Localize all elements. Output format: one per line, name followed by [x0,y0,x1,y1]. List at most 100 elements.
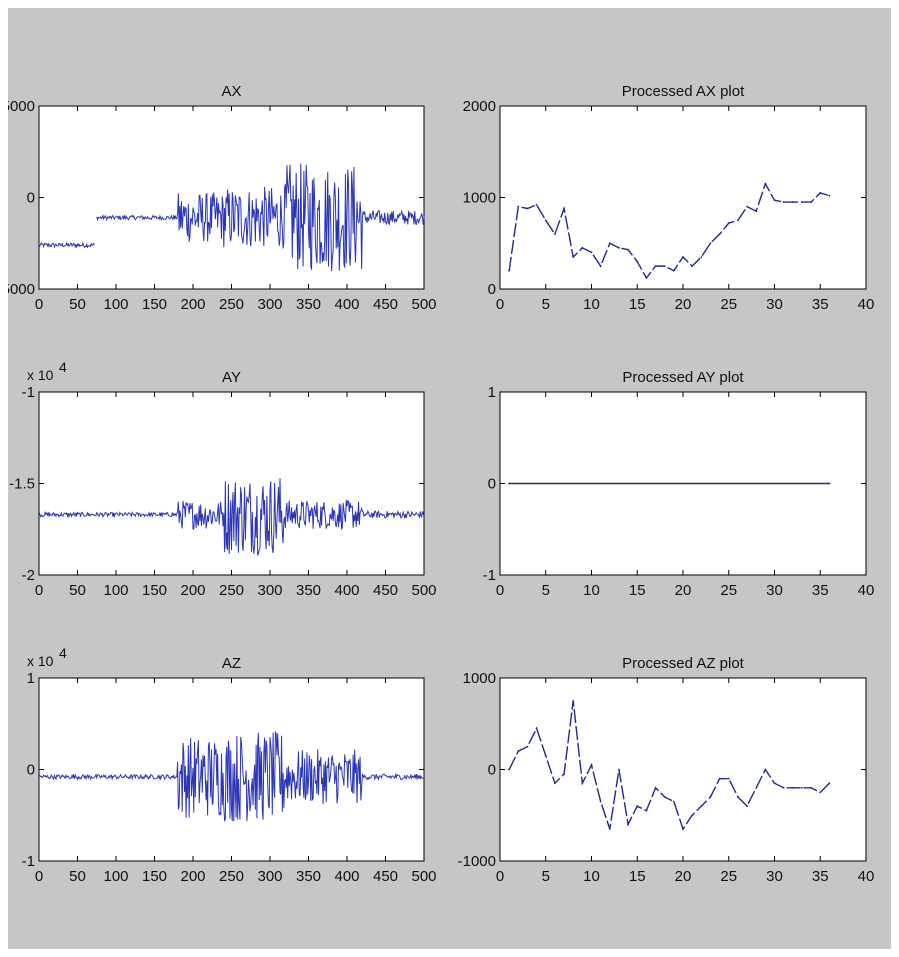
data-point [801,201,803,203]
data-point [563,207,565,210]
subplot-pax: Processed AX plot 0 5 10 15 20 25 30 35 40 0 1000 20… [463,83,875,313]
data-point [718,777,721,780]
x-tick-label: 5 [542,868,550,885]
data-point [517,205,520,208]
y-exponent-label: x 10 [27,367,54,383]
data-point [654,265,657,268]
data-point [764,768,767,771]
data-point [682,828,684,830]
x-tick-label: 300 [257,868,282,885]
axes-box [499,677,867,862]
x-tick-label: 40 [858,868,875,885]
x-tick-label: 400 [334,582,359,599]
data-point [737,219,739,222]
figure: AX050100150200250300350400450500-5000050… [8,8,891,949]
data-point [572,699,575,702]
x-tick-label: 350 [296,296,321,313]
series-line [508,700,830,831]
data-point [636,260,639,263]
x-tick-label: 0 [35,582,43,599]
x-tick-label: 100 [103,296,128,313]
data-point [599,265,602,268]
data-point [709,796,712,798]
data-point [508,269,511,272]
x-tick-label: 100 [103,582,128,599]
subplot-title: AX [221,83,241,100]
y-tick-label: -1.5 [9,476,35,493]
x-tick-label: 25 [720,296,737,313]
subplot-title: AZ [222,655,241,672]
raw-signal [96,163,425,272]
y-tick-label: 0 [488,476,496,493]
data-point [791,786,794,789]
data-point [801,786,803,789]
figure-canvas: AX050100150200250300350400450500-5000050… [8,83,875,885]
data-point [581,782,584,785]
x-tick-label: 250 [219,582,244,599]
data-point [819,192,822,194]
x-tick-label: 0 [35,296,43,313]
subplot-title: AY [222,369,241,386]
data-point [828,194,831,197]
data-point [737,796,739,798]
subplot-title: Processed AZ plot [622,655,745,672]
x-tick-label: 30 [766,582,783,599]
x-tick-label: 20 [675,868,692,885]
data-point [627,248,629,251]
data-point [691,265,694,268]
raw-signal [38,478,425,557]
data-point [773,782,776,785]
x-tick-label: 400 [334,296,359,313]
y-tick-label: -2 [22,567,35,584]
data-point [663,796,666,798]
x-tick-label: 500 [411,296,436,313]
y-tick-label: 1 [27,670,35,687]
x-tick-label: 30 [766,296,783,313]
x-tick-label: 15 [629,296,646,313]
x-tick-label: 450 [373,868,398,885]
data-point [554,233,556,236]
data-point [581,246,584,249]
x-tick-label: 500 [411,868,436,885]
y-exponent-power: 4 [59,645,67,661]
x-tick-label: 0 [35,868,43,885]
data-point [645,277,648,279]
raw-signal [38,731,425,822]
data-point [590,764,593,766]
x-tick-label: 300 [257,582,282,599]
data-point [700,256,703,258]
y-exponent-power: 4 [59,359,67,375]
x-tick-label: 50 [69,582,86,599]
y-exponent-label: x 10 [27,653,54,669]
x-tick-label: 5 [542,296,550,313]
data-point [819,791,822,794]
data-point [755,786,758,789]
data-point [828,782,831,785]
data-point [672,800,675,803]
data-point [563,773,565,775]
y-tick-label: -1000 [458,853,496,870]
data-point [782,786,785,789]
data-point [791,201,794,203]
data-point [526,207,529,210]
x-tick-label: 10 [583,296,600,313]
data-point [782,201,785,203]
x-tick-label: 20 [675,582,692,599]
x-tick-label: 5 [542,582,550,599]
x-tick-label: 150 [142,582,167,599]
data-point [572,256,575,258]
data-point [755,210,758,213]
x-tick-label: 250 [219,868,244,885]
x-tick-label: 15 [629,582,646,599]
data-point [544,754,547,757]
x-tick-label: 200 [180,868,205,885]
x-tick-label: 0 [496,296,504,313]
subplot-title: Processed AY plot [622,369,744,386]
x-tick-label: 200 [180,582,205,599]
x-tick-label: 15 [629,868,646,885]
data-point [773,199,776,202]
raw-signal [38,241,95,249]
